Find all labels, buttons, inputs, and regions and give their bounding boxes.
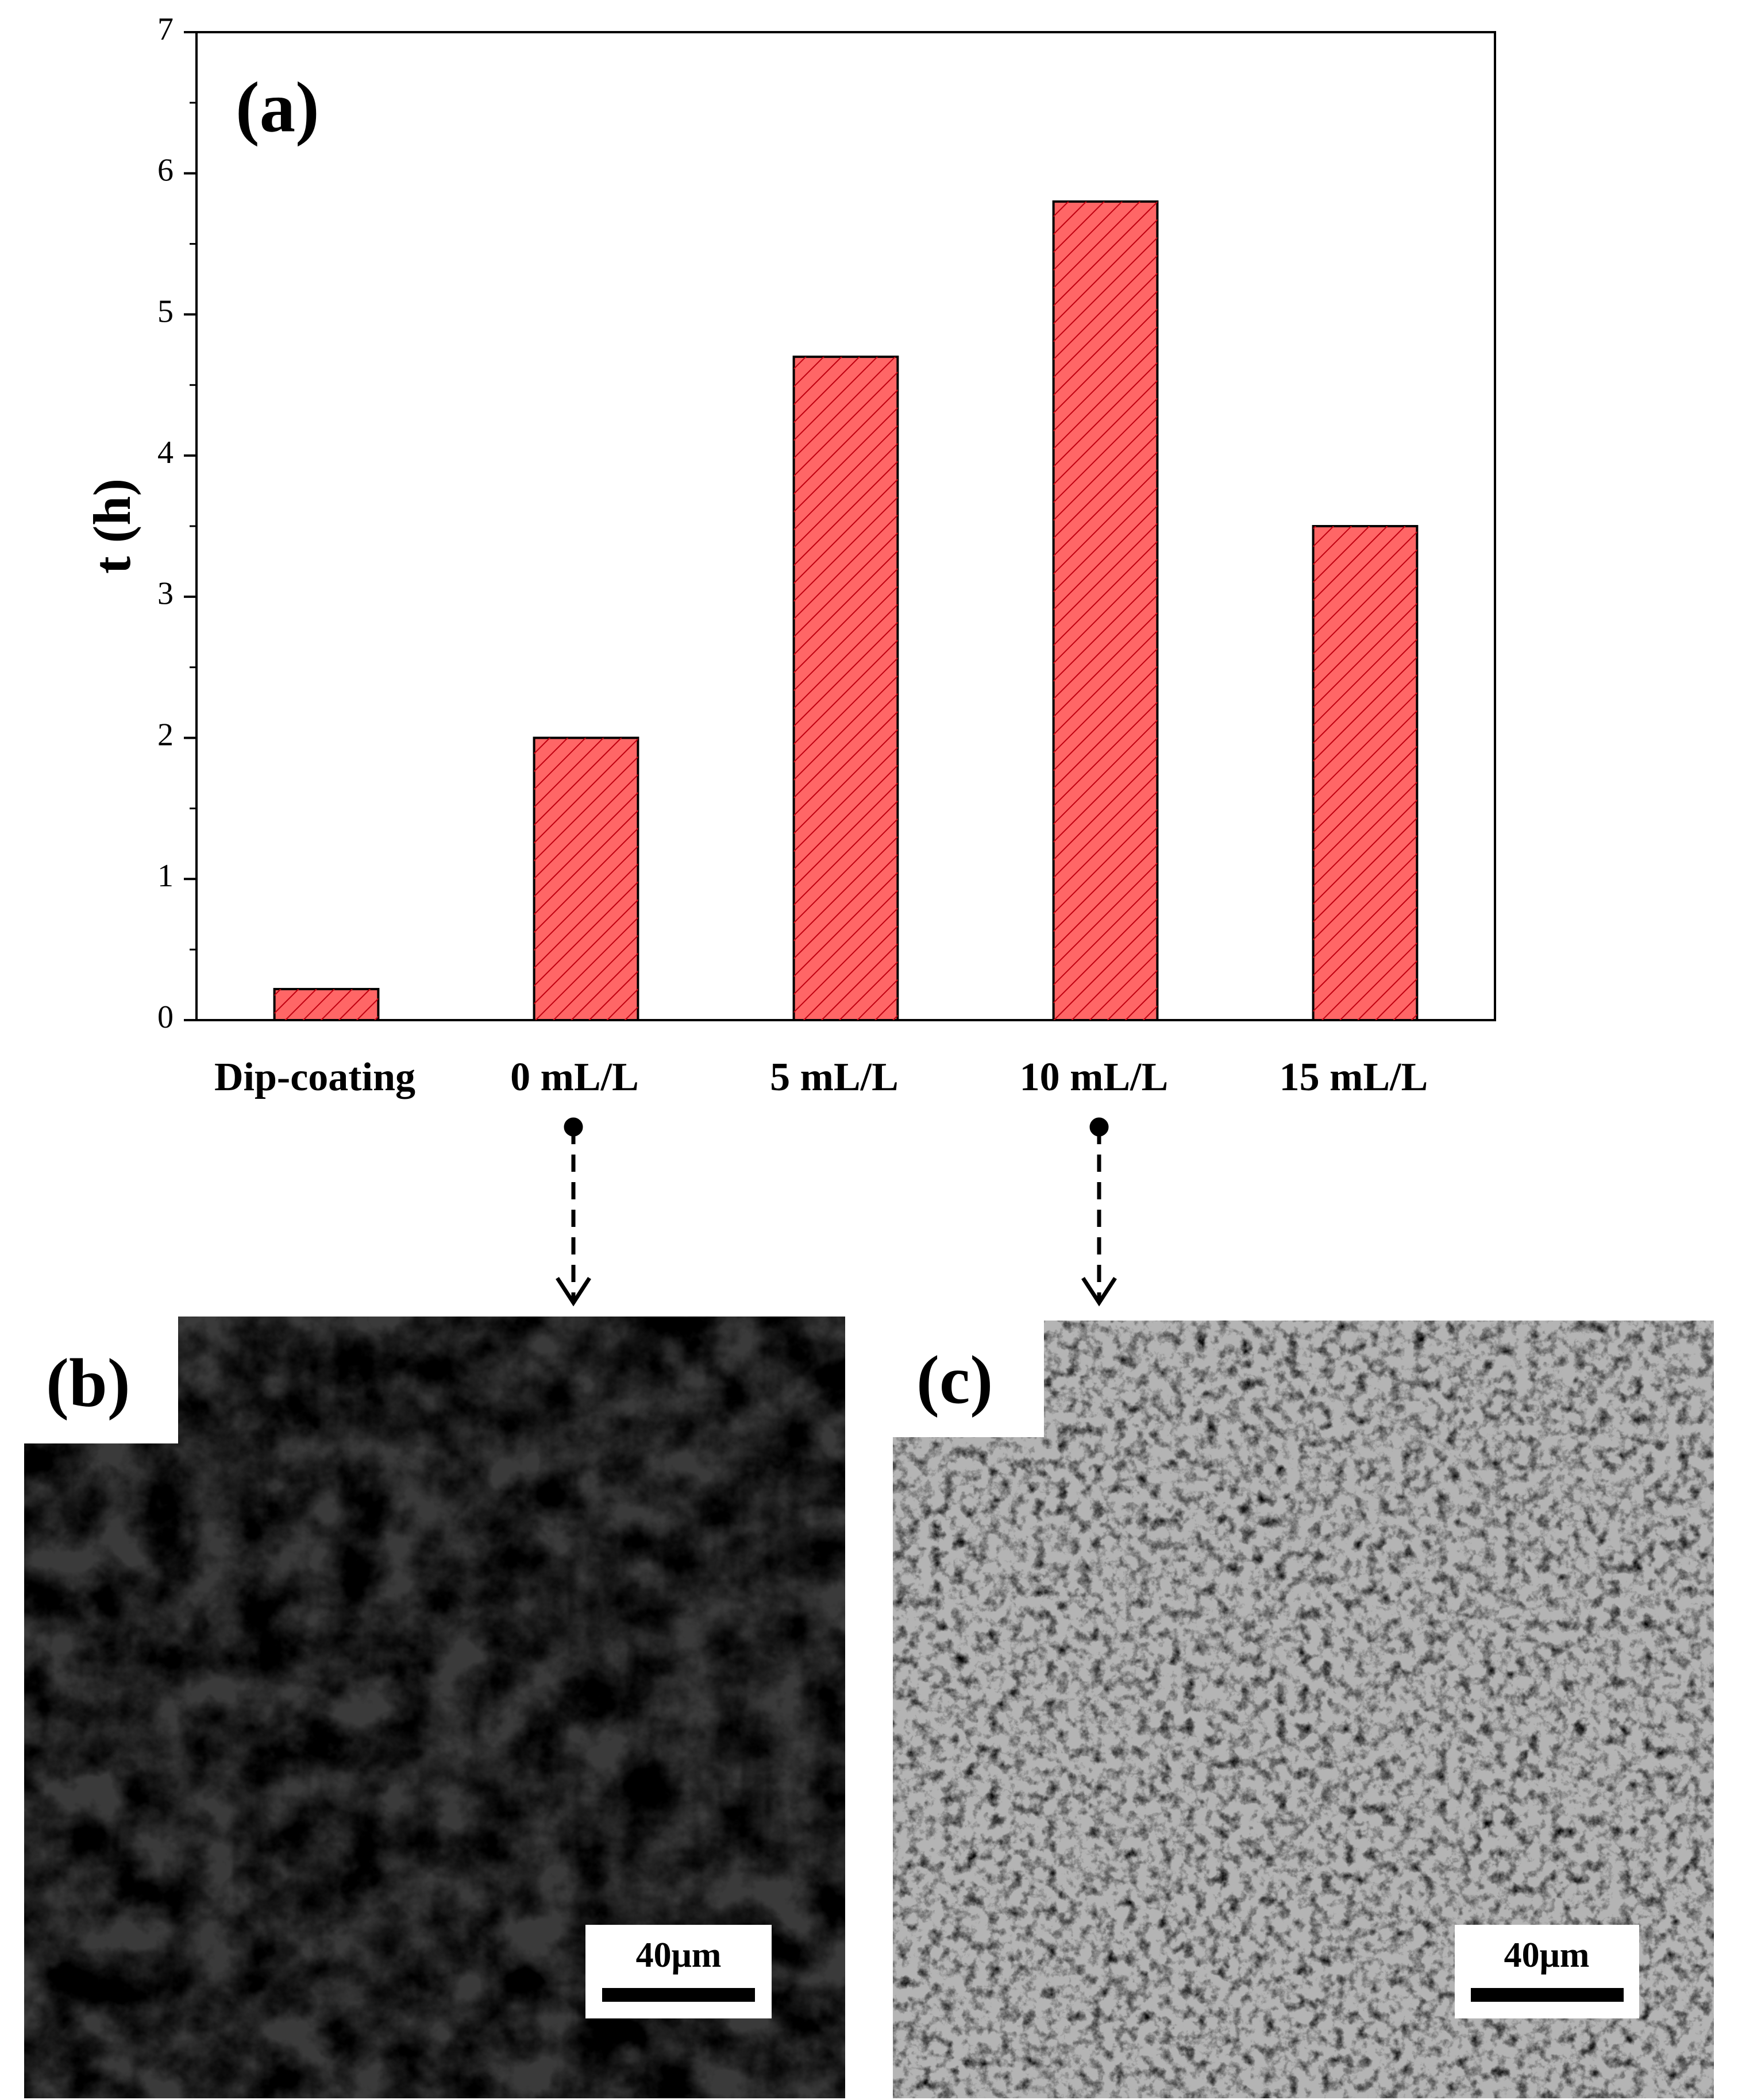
y-axis-label: t (h) (83, 478, 141, 574)
y-tick-label: 6 (157, 153, 174, 188)
label-box (893, 1321, 1044, 1437)
scale-box (585, 1925, 772, 2018)
y-tick-label: 5 (157, 294, 174, 329)
scale-bar-label: 40μm (1504, 1936, 1590, 1975)
x-tick-label: 10 mL/L (1020, 1055, 1169, 1099)
label-box (24, 1317, 178, 1443)
panel-label: (a) (236, 68, 319, 148)
arrows (556, 1117, 1117, 1307)
y-tick-label: 1 (157, 858, 174, 894)
y-tick-label: 3 (157, 576, 174, 612)
y-tick-label: 0 (157, 999, 174, 1035)
bar-chart: 0 1 2 3 4 5 6 7 t (h) Dip-coating 0 mL/L 5 mL/L 10 m… (83, 11, 1496, 1099)
scale-bar-label: 40μm (636, 1936, 722, 1975)
y-tick-label: 2 (157, 717, 174, 752)
bar-hatch (1313, 526, 1417, 1020)
y-tick-label: 4 (157, 435, 174, 470)
panel-label: (c) (916, 1342, 993, 1418)
panel-label: (b) (46, 1345, 130, 1421)
x-tick-label: 15 mL/L (1280, 1055, 1428, 1099)
bar-hatch (274, 989, 379, 1020)
bar-hatch (534, 738, 638, 1020)
scale-bar (602, 1988, 755, 2002)
bar-hatch (793, 357, 898, 1021)
x-tick-label: Dip-coating (214, 1055, 415, 1099)
scale-box (1455, 1925, 1639, 2018)
y-tick-label: 7 (157, 11, 174, 47)
x-tick-label: 5 mL/L (770, 1055, 899, 1099)
x-tick-label: 0 mL/L (510, 1055, 639, 1099)
bar-hatch (1053, 201, 1158, 1020)
scale-bar (1471, 1988, 1624, 2002)
